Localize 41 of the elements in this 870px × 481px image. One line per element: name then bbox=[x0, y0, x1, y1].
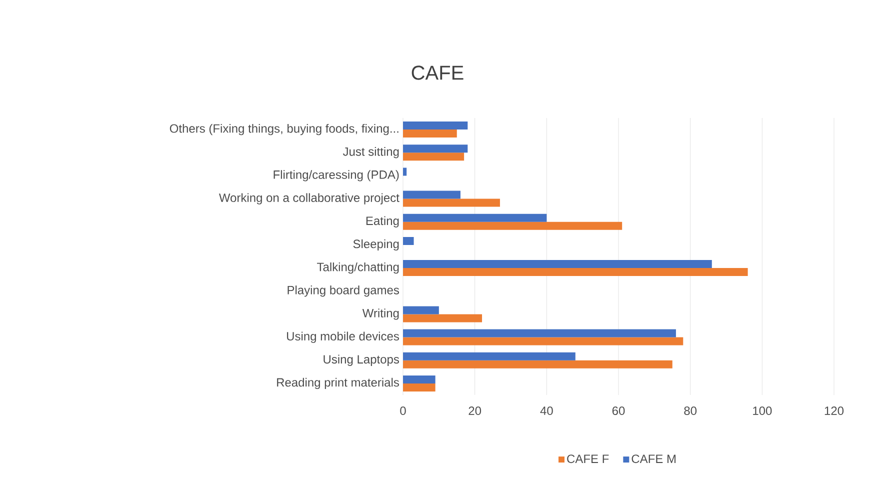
y-tick-label: Others (Fixing things, buying foods, fixing... bbox=[170, 124, 398, 136]
x-tick-label: 100 bbox=[753, 406, 772, 416]
chart-title: CAFE bbox=[412, 66, 464, 80]
x-tick-label: 0 bbox=[400, 406, 406, 416]
x-tick-label: 20 bbox=[468, 406, 482, 416]
y-tick-label: Talking/chatting bbox=[317, 262, 399, 274]
x-tick-label: 80 bbox=[684, 406, 697, 416]
bar bbox=[403, 236, 414, 245]
bar bbox=[403, 144, 468, 153]
legend-label: CAFE F bbox=[567, 454, 609, 464]
y-tick-label: Playing board games bbox=[288, 286, 400, 297]
x-tick-label: 40 bbox=[540, 406, 553, 416]
bar bbox=[403, 306, 439, 314]
bar bbox=[403, 152, 464, 161]
bar bbox=[403, 190, 460, 199]
y-tick-label: Reading print materials bbox=[277, 378, 400, 390]
bar bbox=[403, 122, 468, 130]
y-tick-label: Just sitting bbox=[342, 147, 399, 158]
bar bbox=[403, 214, 547, 222]
legend-label: CAFE M bbox=[632, 454, 676, 464]
bar bbox=[403, 375, 436, 384]
bar bbox=[403, 360, 672, 368]
bar bbox=[403, 337, 684, 346]
bar bbox=[403, 198, 500, 207]
y-tick-label: Eating bbox=[366, 216, 399, 228]
y-tick-label: Writing bbox=[362, 308, 399, 320]
bar bbox=[403, 260, 712, 268]
bar bbox=[403, 329, 676, 338]
bar bbox=[403, 352, 576, 360]
bar bbox=[403, 130, 457, 138]
bar bbox=[403, 383, 436, 392]
y-tick-label: Using Laptops bbox=[324, 354, 400, 366]
y-tick-label: Flirting/caressing (PDA) bbox=[274, 170, 399, 182]
bar bbox=[403, 268, 748, 276]
x-tick-label: 60 bbox=[612, 406, 625, 416]
y-tick-label: Using mobile devices bbox=[287, 332, 400, 343]
y-tick-label: Working on a collaborative project bbox=[218, 193, 400, 204]
y-tick-label: Sleeping bbox=[353, 239, 399, 251]
bar bbox=[403, 314, 482, 322]
bar bbox=[403, 222, 622, 230]
x-tick-label: 120 bbox=[824, 406, 844, 416]
